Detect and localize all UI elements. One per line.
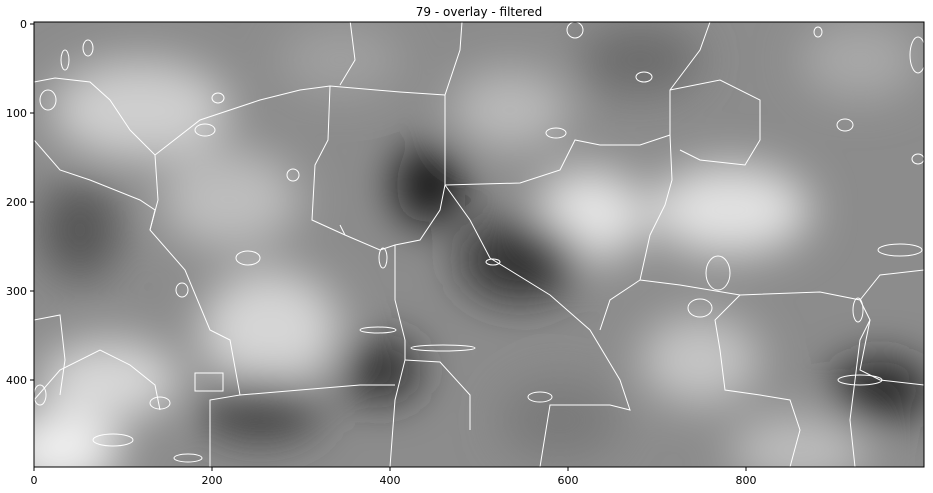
x-tick-label: 400: [380, 474, 401, 487]
y-tick-label: 0: [20, 18, 27, 31]
x-tick-label: 200: [202, 474, 223, 487]
plot-title: 79 - overlay - filtered: [416, 5, 542, 19]
y-tick-label: 400: [6, 374, 27, 387]
x-axis: 0 200 400 600 800: [31, 467, 757, 487]
grayscale-field: [34, 22, 924, 467]
plot-frame: [33, 21, 925, 468]
segmentation-boundaries: [34, 22, 924, 467]
small-blobs: [34, 22, 924, 463]
y-tick-label: 100: [6, 107, 27, 120]
image-area: [34, 22, 924, 467]
x-tick-label: 0: [31, 474, 38, 487]
x-tick-label: 600: [558, 474, 579, 487]
y-axis: 0 100 200 300 400: [6, 18, 34, 387]
x-tick-label: 800: [736, 474, 757, 487]
y-tick-label: 200: [6, 196, 27, 209]
y-tick-label: 300: [6, 285, 27, 298]
